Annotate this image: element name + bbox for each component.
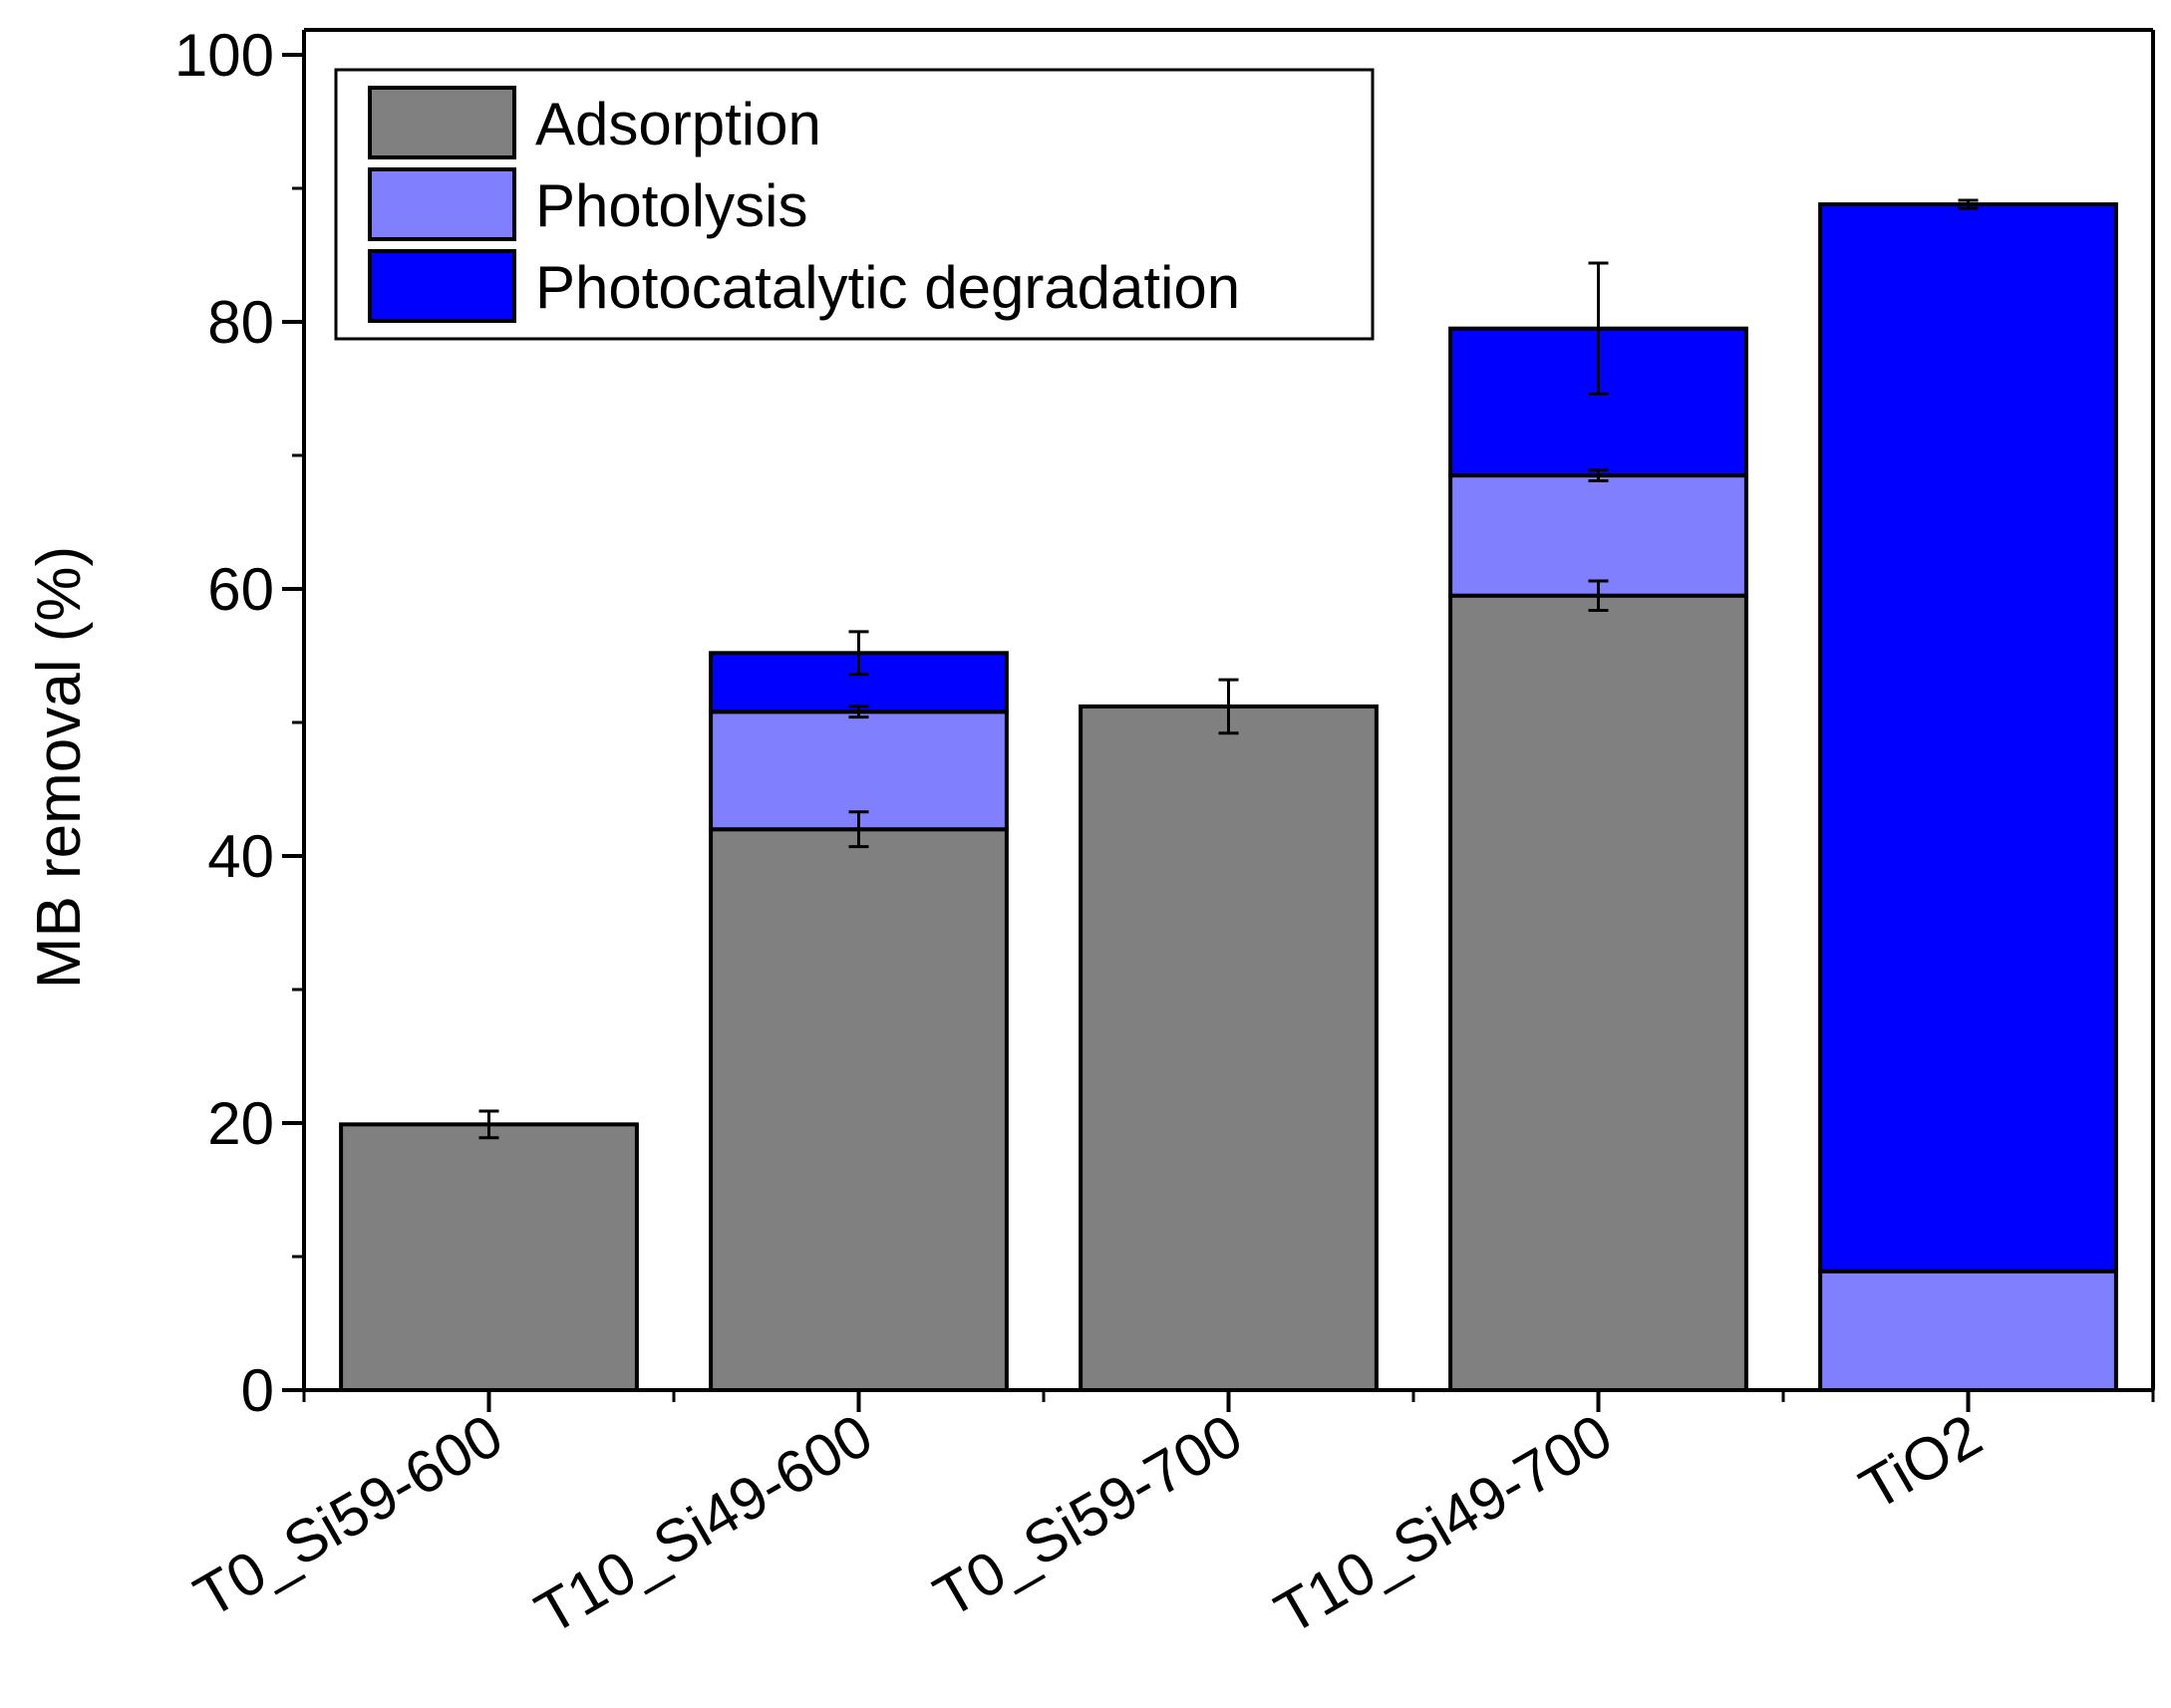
legend-label-adsorption: Adsorption xyxy=(535,91,821,157)
legend-swatch-photocatalytic-degradation xyxy=(368,249,516,323)
error-bar-4-2 xyxy=(1588,468,1609,482)
x-tick-label: T0_Si59-700 xyxy=(923,1401,1253,1630)
error-bar-5-3 xyxy=(1958,198,1979,210)
y-tick-label: 40 xyxy=(207,823,274,890)
y-tick-label: 60 xyxy=(207,556,274,623)
y-tick-label: 0 xyxy=(241,1357,274,1424)
y-tick-label: 80 xyxy=(207,289,274,356)
error-bar-4-1 xyxy=(1588,579,1609,612)
y-tick-label: 100 xyxy=(174,22,274,89)
legend-label-photocatalytic-degradation: Photocatalytic degradation xyxy=(535,254,1240,321)
x-tick-label: T10_Si49-600 xyxy=(524,1401,883,1646)
bar-adsorption-2 xyxy=(709,827,1009,1392)
bar-photocatalytic-degradation-5 xyxy=(1818,202,2118,1274)
bar-adsorption-3 xyxy=(1079,704,1379,1392)
legend-label-photolysis: Photolysis xyxy=(535,172,807,239)
x-tick-label: TiO2 xyxy=(1849,1401,1993,1523)
legend-swatch-adsorption xyxy=(368,86,516,159)
bar-photolysis-2 xyxy=(709,710,1009,832)
y-axis-title: MB removal (%) xyxy=(25,546,94,989)
error-bar-4-3 xyxy=(1588,261,1609,396)
legend-swatch-photolysis xyxy=(368,167,516,241)
error-bar-2-3 xyxy=(848,630,869,677)
error-bar-3-1 xyxy=(1218,678,1239,735)
bar-photolysis-5 xyxy=(1818,1269,2118,1392)
error-bars-layer xyxy=(478,198,1979,1140)
error-bar-2-1 xyxy=(848,810,869,849)
x-tick-label: T10_Si49-700 xyxy=(1264,1401,1623,1646)
bar-adsorption-1 xyxy=(339,1122,639,1392)
bars-layer xyxy=(339,202,2118,1392)
x-tick-label: T0_Si59-600 xyxy=(183,1401,513,1630)
error-bar-1-1 xyxy=(478,1109,499,1140)
y-tick-label: 20 xyxy=(207,1090,274,1157)
legend: Adsorption Photolysis Photocatalytic degra… xyxy=(334,68,1375,341)
error-bar-2-2 xyxy=(848,705,869,719)
bar-adsorption-4 xyxy=(1448,593,1748,1392)
bar-photolysis-4 xyxy=(1448,473,1748,598)
